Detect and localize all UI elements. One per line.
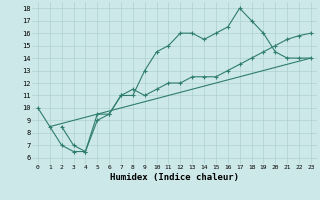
X-axis label: Humidex (Indice chaleur): Humidex (Indice chaleur) <box>110 173 239 182</box>
